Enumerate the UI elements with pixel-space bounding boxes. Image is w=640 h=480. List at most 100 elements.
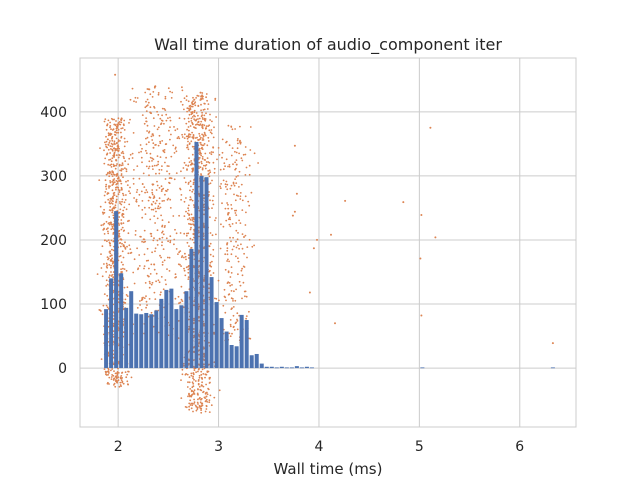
scatter-point bbox=[225, 140, 228, 143]
scatter-point bbox=[201, 168, 204, 171]
scatter-point bbox=[126, 140, 129, 143]
scatter-point bbox=[190, 407, 193, 410]
scatter-point bbox=[143, 265, 146, 267]
histogram-bar bbox=[119, 273, 124, 369]
scatter-point bbox=[127, 370, 130, 373]
scatter-point bbox=[248, 164, 251, 167]
scatter-point bbox=[111, 148, 114, 151]
scatter-point bbox=[198, 161, 201, 164]
scatter-point bbox=[152, 142, 155, 145]
scatter-point bbox=[175, 232, 178, 235]
scatter-point bbox=[126, 245, 128, 248]
scatter-point bbox=[235, 255, 237, 258]
scatter-point bbox=[212, 255, 215, 258]
scatter-point bbox=[145, 259, 148, 262]
scatter-point bbox=[239, 195, 242, 198]
scatter-point bbox=[233, 329, 236, 331]
scatter-point bbox=[105, 228, 108, 231]
scatter-point bbox=[168, 172, 171, 175]
scatter-point bbox=[226, 183, 229, 186]
scatter-point bbox=[198, 117, 201, 120]
scatter-point bbox=[185, 197, 187, 199]
scatter-point bbox=[159, 142, 162, 145]
histogram-bar bbox=[154, 310, 159, 369]
scatter-point bbox=[215, 217, 217, 219]
scatter-point bbox=[230, 297, 233, 300]
scatter-point bbox=[188, 405, 191, 408]
scatter-point bbox=[115, 179, 118, 182]
scatter-point bbox=[193, 118, 196, 120]
scatter-point bbox=[235, 209, 238, 212]
scatter-point bbox=[191, 153, 194, 156]
scatter-point bbox=[229, 284, 232, 287]
scatter-point bbox=[156, 155, 159, 158]
scatter-point bbox=[150, 232, 153, 235]
scatter-point bbox=[113, 178, 116, 180]
scatter-point bbox=[166, 188, 169, 191]
scatter-point bbox=[156, 184, 159, 187]
scatter-point bbox=[242, 153, 245, 156]
scatter-point bbox=[192, 100, 194, 103]
scatter-point bbox=[191, 190, 194, 193]
scatter-point bbox=[183, 177, 186, 179]
scatter-point bbox=[107, 370, 110, 373]
scatter-point bbox=[152, 147, 155, 149]
scatter-point bbox=[193, 109, 196, 112]
histogram-bar bbox=[109, 278, 114, 369]
scatter-point bbox=[107, 239, 110, 242]
scatter-point bbox=[120, 228, 123, 231]
scatter-point bbox=[135, 200, 138, 203]
scatter-point bbox=[209, 182, 212, 185]
scatter-point bbox=[201, 148, 204, 151]
scatter-point bbox=[174, 147, 177, 150]
scatter-point bbox=[113, 382, 116, 385]
scatter-point bbox=[197, 398, 199, 401]
scatter-point bbox=[176, 137, 179, 140]
scatter-point bbox=[161, 188, 163, 191]
scatter-point bbox=[104, 191, 107, 193]
scatter-point bbox=[183, 161, 186, 164]
scatter-point bbox=[238, 280, 241, 283]
scatter-point bbox=[107, 258, 109, 261]
scatter-point bbox=[189, 237, 192, 240]
scatter-point bbox=[235, 222, 238, 224]
scatter-point bbox=[202, 385, 205, 388]
scatter-point bbox=[145, 306, 148, 309]
scatter-point bbox=[224, 183, 227, 186]
scatter-point bbox=[191, 121, 194, 124]
scatter-point bbox=[156, 217, 159, 220]
scatter-point bbox=[148, 141, 150, 144]
scatter-point bbox=[178, 251, 181, 254]
scatter-point bbox=[153, 195, 156, 198]
scatter-point bbox=[178, 302, 180, 305]
scatter-point bbox=[112, 233, 115, 235]
scatter-point bbox=[133, 197, 136, 199]
scatter-point bbox=[119, 242, 122, 244]
scatter-point bbox=[206, 108, 209, 110]
scatter-point bbox=[191, 112, 194, 115]
scatter-point bbox=[186, 128, 189, 131]
scatter-point bbox=[123, 119, 126, 122]
scatter-point bbox=[115, 120, 117, 122]
scatter-point bbox=[169, 90, 172, 93]
scatter-point bbox=[243, 266, 246, 268]
scatter-point bbox=[228, 212, 230, 214]
scatter-point bbox=[159, 117, 162, 120]
scatter-point bbox=[186, 137, 189, 140]
scatter-point bbox=[162, 288, 165, 291]
scatter-point bbox=[120, 182, 123, 185]
scatter-point bbox=[102, 304, 105, 307]
scatter-point bbox=[207, 103, 210, 105]
scatter-point bbox=[248, 204, 251, 207]
scatter-point bbox=[167, 87, 170, 90]
scatter-point bbox=[144, 91, 147, 94]
scatter-point bbox=[129, 98, 132, 101]
scatter-point bbox=[120, 168, 123, 170]
scatter-point bbox=[161, 165, 163, 168]
scatter-point bbox=[179, 232, 182, 234]
scatter-point bbox=[114, 149, 117, 152]
scatter-point bbox=[222, 168, 225, 171]
scatter-point bbox=[220, 223, 222, 226]
scatter-point bbox=[205, 383, 208, 386]
x-tick-label: 2 bbox=[114, 439, 123, 455]
